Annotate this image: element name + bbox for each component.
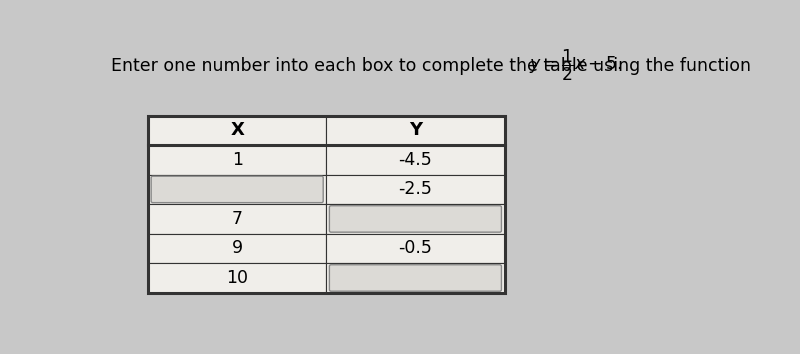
Text: 9: 9 bbox=[232, 239, 242, 257]
Text: $y=\dfrac{1}{2}x-5$.: $y=\dfrac{1}{2}x-5$. bbox=[530, 48, 623, 83]
Bar bbox=[326, 204, 505, 234]
Text: -4.5: -4.5 bbox=[398, 151, 432, 169]
Text: X: X bbox=[230, 121, 244, 139]
Bar bbox=[148, 116, 326, 145]
FancyBboxPatch shape bbox=[151, 176, 323, 202]
Text: 10: 10 bbox=[226, 269, 248, 287]
Bar bbox=[326, 116, 505, 145]
Bar bbox=[148, 204, 326, 234]
FancyBboxPatch shape bbox=[330, 265, 502, 291]
FancyBboxPatch shape bbox=[330, 206, 502, 232]
Bar bbox=[148, 145, 326, 175]
Bar bbox=[326, 175, 505, 204]
Bar bbox=[148, 263, 326, 293]
Bar bbox=[148, 175, 326, 204]
Bar bbox=[148, 116, 505, 293]
Text: 1: 1 bbox=[232, 151, 242, 169]
Text: Y: Y bbox=[409, 121, 422, 139]
Text: -0.5: -0.5 bbox=[398, 239, 432, 257]
Bar bbox=[326, 263, 505, 293]
Text: -2.5: -2.5 bbox=[398, 181, 432, 199]
Bar bbox=[326, 145, 505, 175]
Text: 7: 7 bbox=[232, 210, 242, 228]
Bar bbox=[148, 234, 326, 263]
Text: Enter one number into each box to complete the table using the function: Enter one number into each box to comple… bbox=[111, 57, 756, 75]
Bar bbox=[326, 234, 505, 263]
